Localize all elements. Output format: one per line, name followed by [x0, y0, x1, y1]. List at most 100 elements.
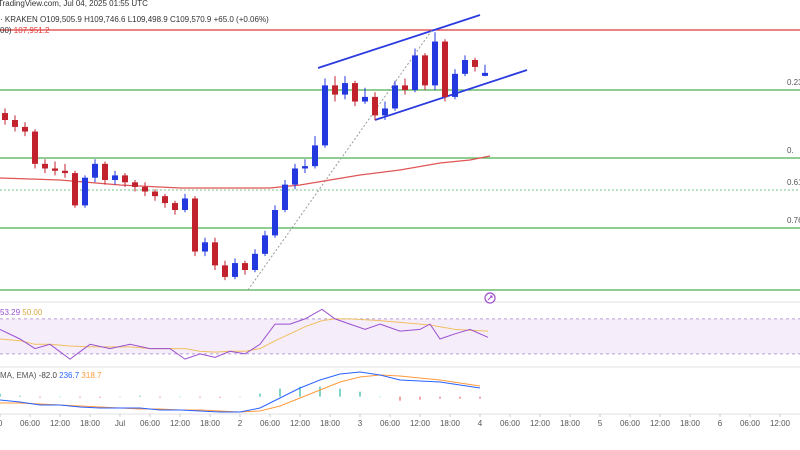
x-tick-label: 5	[598, 419, 603, 428]
macd-histogram	[99, 396, 101, 398]
candle-body	[72, 173, 78, 206]
ma-header: 00) 107,951.2	[0, 26, 50, 35]
level-label: 0.61	[787, 178, 800, 187]
macd-histogram	[459, 396, 461, 399]
candle-body	[42, 163, 48, 169]
trendline	[247, 29, 433, 291]
candle-body	[2, 113, 8, 120]
x-tick-label: 06:00	[140, 419, 161, 428]
candle-body	[332, 85, 338, 95]
macd-signal-value: 318.7	[81, 371, 102, 380]
level-label: 0.23	[787, 78, 800, 87]
x-tick-label: 0	[0, 419, 3, 428]
macd-histogram	[439, 396, 441, 399]
macd-histogram	[339, 388, 341, 397]
macd-value: 236.7	[59, 371, 80, 380]
candle-body	[252, 253, 258, 270]
macd-histogram	[379, 396, 381, 398]
x-tick-label: 18:00	[200, 419, 221, 428]
candle-body	[412, 55, 418, 90]
macd-histogram	[279, 388, 281, 397]
candle-body	[482, 72, 488, 76]
macd-title: MA, EMA)	[0, 371, 37, 380]
candle-body	[462, 60, 468, 74]
candle-body	[192, 198, 198, 252]
candle-body	[92, 163, 98, 178]
x-tick-label: 12:00	[410, 419, 431, 428]
trendline	[317, 14, 481, 69]
x-tick-label: 18:00	[320, 419, 341, 428]
rsi-line	[0, 308, 489, 360]
candle-body	[12, 120, 18, 127]
macd-histogram	[79, 396, 81, 398]
candle-body	[82, 177, 88, 206]
x-tick-label: 06:00	[500, 419, 521, 428]
x-tick-label: 2	[238, 419, 243, 428]
macd-histogram	[0, 393, 1, 397]
candle-body	[442, 41, 448, 97]
source: TradingView.com, Jul 04, 2025 01:55 UTC	[0, 0, 148, 8]
level-label: 0.76	[787, 216, 800, 225]
x-tick-label: 06:00	[740, 419, 761, 428]
rsi-ma-value: 50.00	[22, 308, 43, 317]
candle-body	[202, 242, 208, 252]
candle-body	[312, 145, 318, 167]
x-tick-label: 12:00	[290, 419, 311, 428]
candle-body	[62, 170, 68, 174]
candle-body	[342, 83, 348, 95]
macd-hist-value: -82.0	[39, 371, 58, 380]
candle-body	[142, 186, 148, 192]
x-tick-label: 18:00	[440, 419, 461, 428]
candle-body	[272, 210, 278, 236]
x-tick-label: Jul	[115, 419, 125, 428]
candle-body	[292, 168, 298, 185]
macd-histogram	[239, 396, 241, 398]
x-tick-label: 12:00	[170, 419, 191, 428]
candle-body	[392, 85, 398, 109]
alert-icon[interactable]	[484, 292, 496, 304]
candle-body	[22, 126, 28, 132]
macd-histogram	[179, 396, 181, 398]
candle-body	[262, 235, 268, 254]
candle-body	[162, 196, 168, 204]
change: +65.0 (+0.06%)	[214, 15, 269, 24]
x-tick-label: 4	[478, 419, 483, 428]
x-tick-label: 12:00	[530, 419, 551, 428]
candle-body	[112, 175, 118, 180]
candle-body	[362, 96, 368, 102]
macd-line	[0, 371, 481, 413]
macd-histogram	[219, 396, 221, 398]
x-tick-label: 06:00	[380, 419, 401, 428]
macd-histogram	[119, 396, 121, 398]
candle-body	[232, 263, 238, 277]
x-tick-label: 12:00	[770, 419, 791, 428]
x-tick-label: 18:00	[680, 419, 701, 428]
x-tick-label: 3	[358, 419, 363, 428]
x-tick-label: 12:00	[650, 419, 671, 428]
x-tick-label: 18:00	[80, 419, 101, 428]
rsi-band	[0, 318, 800, 354]
macd-histogram	[199, 396, 201, 398]
x-tick-label: 06:00	[20, 419, 41, 428]
open: O109,505.9	[40, 15, 82, 24]
macd-histogram	[259, 393, 261, 397]
macd-histogram	[419, 396, 421, 400]
macd-histogram	[39, 396, 41, 398]
x-tick-label: 12:00	[50, 419, 71, 428]
macd-histogram	[479, 396, 481, 399]
candle-body	[422, 55, 428, 86]
symbol: · KRAKEN	[0, 15, 38, 24]
candle-body	[52, 168, 58, 171]
candle-body	[372, 96, 378, 116]
macd-histogram	[359, 391, 361, 397]
candle-body	[352, 83, 358, 102]
candle-body	[172, 203, 178, 210]
candle-body	[432, 41, 438, 86]
x-tick-label: 06:00	[260, 419, 281, 428]
x-tick-label: 6	[718, 419, 723, 428]
candle-body	[302, 166, 308, 169]
candle-body	[102, 163, 108, 180]
macd-histogram	[399, 396, 401, 401]
